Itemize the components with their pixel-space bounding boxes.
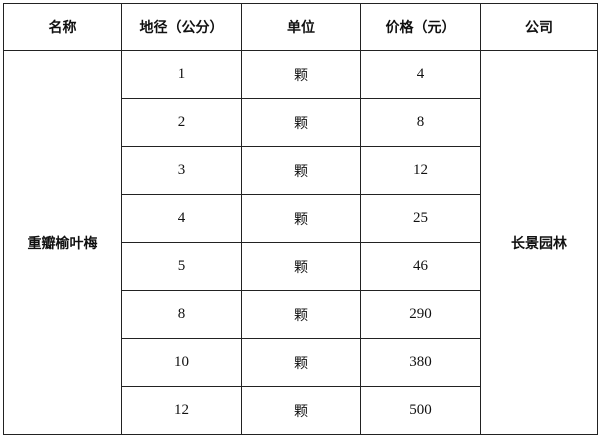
diameter-cell: 5: [121, 242, 242, 291]
unit-cell: 颗: [241, 290, 361, 339]
diameter-cell: 12: [121, 386, 242, 435]
unit-cell: 颗: [241, 386, 361, 435]
header-name: 名称: [3, 3, 122, 51]
diameter-cell: 4: [121, 194, 242, 243]
price-table: 名称 地径（公分） 单位 价格（元） 公司 重瓣榆叶梅 1 颗 4 长景园林 2 颗 8 3 颗 1…: [3, 3, 598, 435]
price-cell: 12: [360, 146, 481, 195]
price-cell: 290: [360, 290, 481, 339]
unit-cell: 颗: [241, 242, 361, 291]
price-cell: 25: [360, 194, 481, 243]
diameter-cell: 2: [121, 98, 242, 147]
header-price: 价格（元）: [360, 3, 481, 51]
unit-cell: 颗: [241, 338, 361, 387]
unit-cell: 颗: [241, 98, 361, 147]
unit-cell: 颗: [241, 50, 361, 99]
header-diameter: 地径（公分）: [121, 3, 242, 51]
diameter-cell: 3: [121, 146, 242, 195]
table-row: 3 颗 12: [4, 146, 598, 195]
diameter-cell: 1: [121, 50, 242, 99]
unit-cell: 颗: [241, 146, 361, 195]
table-row: 重瓣榆叶梅 1 颗 4 长景园林: [3, 50, 598, 435]
product-name: 重瓣榆叶梅: [3, 50, 122, 435]
price-cell: 46: [360, 242, 481, 291]
table-row: 12 颗 500: [4, 386, 598, 435]
diameter-cell: 8: [121, 290, 242, 339]
diameter-cell: 10: [121, 338, 242, 387]
unit-cell: 颗: [241, 194, 361, 243]
header-row: 名称 地径（公分） 单位 价格（元） 公司: [3, 3, 598, 51]
price-cell: 4: [360, 50, 481, 99]
company-name: 长景园林: [480, 50, 598, 435]
header-unit: 单位: [241, 3, 361, 51]
header-company: 公司: [480, 3, 598, 51]
price-cell: 380: [360, 338, 481, 387]
price-cell: 8: [360, 98, 481, 147]
table-row: 4 颗 25: [4, 194, 598, 243]
price-cell: 500: [360, 386, 481, 435]
